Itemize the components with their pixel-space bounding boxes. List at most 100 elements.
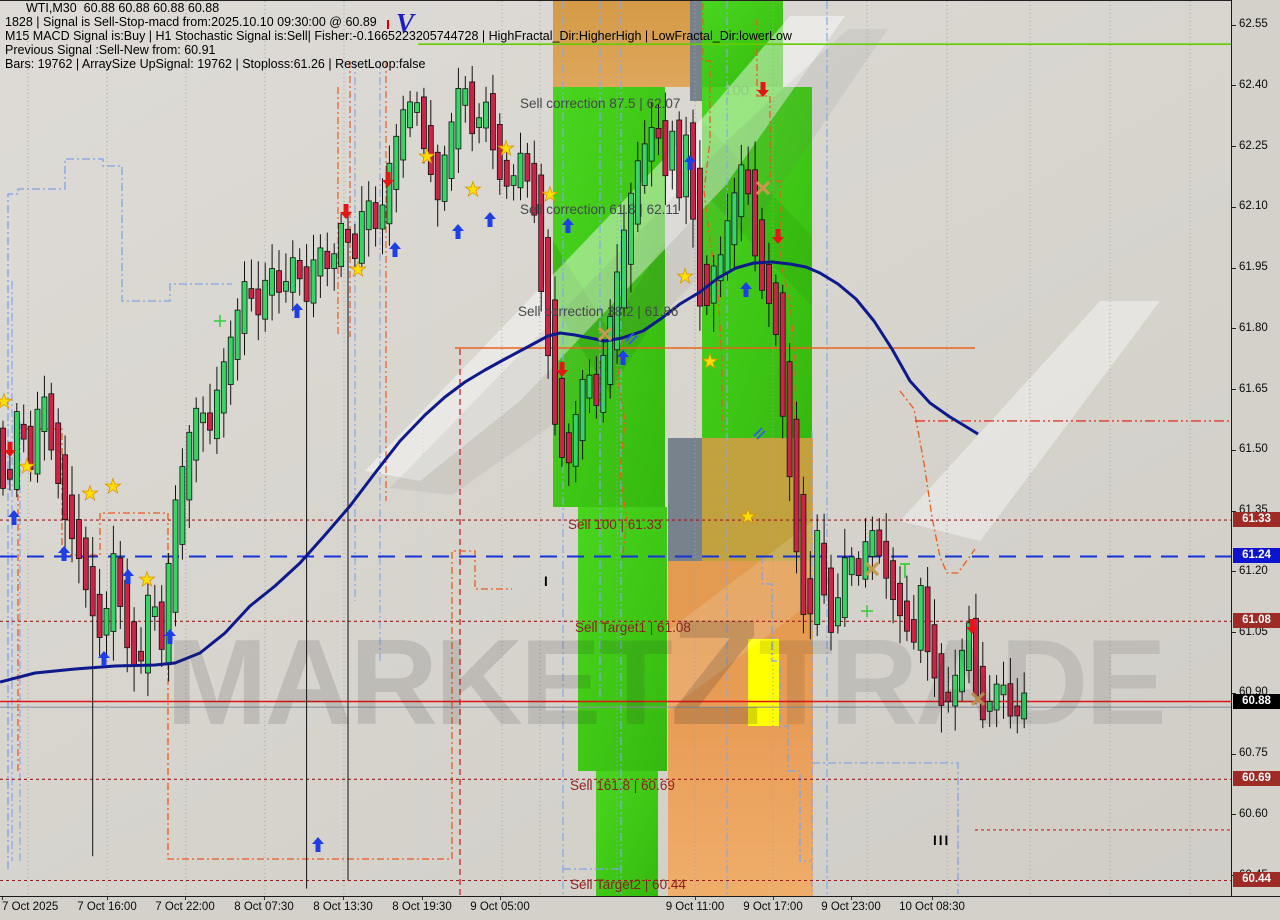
price-tick-mark bbox=[1232, 328, 1236, 330]
up-arrow-icon bbox=[98, 651, 110, 666]
time-tick-label: 9 Oct 23:00 bbox=[821, 901, 881, 913]
up-arrow-icon bbox=[312, 837, 324, 852]
price-tick-mark bbox=[1232, 24, 1236, 26]
star-icon: ★ bbox=[739, 504, 757, 528]
previous-signal-line: Previous Signal :Sell-New from: 60.91 bbox=[5, 43, 216, 57]
up-arrow-icon bbox=[291, 303, 303, 318]
star-icon: ★ bbox=[138, 567, 156, 591]
time-tick-mark bbox=[773, 897, 774, 900]
down-arrow-icon bbox=[772, 229, 784, 244]
down-arrow-icon bbox=[382, 172, 394, 187]
price-tick-mark bbox=[1232, 267, 1236, 269]
x-mark-icon bbox=[970, 691, 986, 707]
up-arrow-icon bbox=[740, 282, 752, 297]
star-icon: ★ bbox=[0, 389, 13, 413]
time-tick-label: 9 Oct 17:00 bbox=[743, 901, 803, 913]
time-tick-label: 7 Oct 2025 bbox=[2, 901, 59, 913]
time-tick-label: 7 Oct 22:00 bbox=[155, 901, 215, 913]
price-axis[interactable]: 62.55 62.40 62.25 62.10 61.95 61.80 61.65 61.50… bbox=[1231, 0, 1280, 896]
price-tick-label: 60.60 bbox=[1239, 807, 1268, 820]
price-tick-label: 60.75 bbox=[1239, 747, 1268, 759]
down-arrow-icon bbox=[4, 442, 16, 457]
price-tick-mark bbox=[1232, 146, 1236, 147]
price-tick-mark bbox=[1232, 85, 1236, 87]
price-tick-label: 61.95 bbox=[1239, 261, 1268, 273]
time-tick-mark bbox=[185, 897, 186, 900]
plus-mark-icon bbox=[861, 605, 873, 617]
up-arrow-icon bbox=[617, 350, 629, 365]
time-tick-mark bbox=[107, 897, 108, 900]
time-tick-mark bbox=[2, 897, 3, 900]
price-badge: 61.08 bbox=[1233, 612, 1280, 628]
plus-mark-icon bbox=[214, 315, 226, 327]
price-tick-mark bbox=[1232, 753, 1236, 755]
price-tick-label: 61.65 bbox=[1239, 382, 1268, 395]
time-tick-mark bbox=[343, 897, 344, 900]
price-badge: 60.88 bbox=[1233, 693, 1280, 709]
v-annotation: V bbox=[396, 8, 415, 38]
up-arrow-icon bbox=[164, 629, 176, 644]
up-arrow-icon bbox=[58, 546, 70, 561]
t-mark-icon bbox=[900, 563, 910, 578]
time-tick-label: 8 Oct 07:30 bbox=[234, 901, 294, 913]
up-arrow-icon bbox=[8, 510, 20, 525]
price-tick-label: 61.80 bbox=[1239, 321, 1268, 334]
time-tick-mark bbox=[422, 897, 423, 900]
time-tick-label: 9 Oct 05:00 bbox=[470, 901, 530, 913]
symbol-ohlc-title: WTI,M30 60.88 60.88 60.88 60.88 bbox=[26, 1, 220, 15]
star-icon: ★ bbox=[676, 264, 694, 288]
price-tick-mark bbox=[1232, 449, 1236, 451]
price-tick-label: 62.10 bbox=[1239, 200, 1268, 213]
price-badge: 61.24 bbox=[1233, 548, 1280, 564]
candlesticks bbox=[0, 66, 1028, 889]
watermark-z: Z bbox=[669, 588, 762, 756]
hatch-mark-icon bbox=[625, 332, 638, 345]
down-arrow-icon bbox=[757, 82, 769, 97]
price-tick-mark bbox=[1232, 389, 1236, 390]
up-arrow-icon bbox=[484, 212, 496, 227]
up-arrow-icon bbox=[122, 569, 134, 584]
envelope-lines bbox=[7, 3, 976, 894]
indicator-status-line: M15 MACD Signal is:Buy | H1 Stochastic S… bbox=[5, 29, 792, 43]
time-tick-label: 7 Oct 16:00 bbox=[77, 901, 137, 913]
time-tick-mark bbox=[851, 897, 852, 900]
time-tick-mark bbox=[695, 897, 696, 900]
signal-status-line: 1828 | Signal is Sell-Stop-macd from:202… bbox=[5, 15, 377, 29]
hatch-mark-icon bbox=[753, 427, 766, 440]
watermark-market: MARKET bbox=[166, 614, 673, 750]
up-arrow-icon bbox=[452, 224, 464, 239]
broker-watermark: MARKETZTRADE bbox=[166, 586, 1167, 759]
price-badge: 61.33 bbox=[1233, 511, 1280, 527]
star-icon: ★ bbox=[81, 481, 99, 505]
price-tick-label: 62.40 bbox=[1239, 78, 1268, 91]
up-arrow-icon bbox=[389, 242, 401, 257]
price-badge: 60.69 bbox=[1233, 770, 1280, 786]
up-arrow-icon bbox=[562, 218, 574, 233]
price-tick-mark bbox=[1232, 206, 1236, 208]
price-tick-mark bbox=[1232, 692, 1236, 694]
price-tick-label: 61.05 bbox=[1239, 625, 1268, 638]
chart-plot-area[interactable]: ★★★★★★★★★★★★★ bbox=[0, 0, 1231, 896]
price-level-lines bbox=[0, 43, 1231, 882]
star-icon: ★ bbox=[418, 144, 436, 168]
time-tick-label: 9 Oct 11:00 bbox=[665, 901, 725, 913]
red-tick-mark bbox=[387, 20, 389, 29]
price-tick-mark bbox=[1232, 814, 1236, 816]
price-tick-label: 62.55 bbox=[1239, 18, 1268, 30]
time-tick-label: 8 Oct 13:30 bbox=[313, 901, 373, 913]
price-tick-mark bbox=[1232, 632, 1236, 633]
down-arrow-icon bbox=[556, 362, 568, 377]
time-axis[interactable]: 7 Oct 2025 7 Oct 16:00 7 Oct 22:00 8 Oct 07… bbox=[0, 896, 1280, 920]
down-arrow-icon bbox=[966, 619, 978, 634]
moving-average-line bbox=[0, 260, 979, 684]
star-icon: ★ bbox=[497, 136, 515, 160]
price-tick-mark bbox=[1232, 510, 1236, 512]
bars-status-line: Bars: 19762 | ArraySize UpSignal: 19762 … bbox=[5, 57, 426, 71]
star-icon: ★ bbox=[18, 454, 36, 478]
down-arrow-icon bbox=[340, 204, 352, 219]
star-icon: ★ bbox=[464, 177, 482, 201]
price-badge: 60.44 bbox=[1233, 872, 1280, 888]
time-tick-label: 10 Oct 08:30 bbox=[899, 901, 965, 913]
star-icon: ★ bbox=[104, 474, 122, 498]
signal-markers: ★★★★★★★★★★★★★ bbox=[0, 82, 986, 852]
